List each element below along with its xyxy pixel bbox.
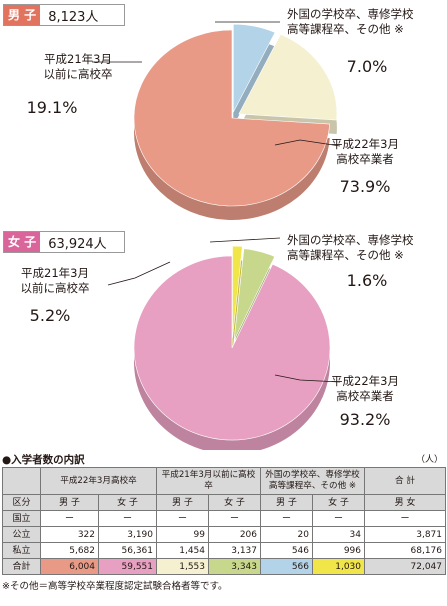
male-tag: 男 子 (4, 5, 41, 25)
male-value-grad: 73.9% (340, 177, 391, 196)
table-cell: 996 (312, 542, 365, 559)
table-cell: 322 (40, 526, 99, 543)
female-slice-before (233, 248, 276, 341)
table-cell: 6,004 (40, 558, 99, 575)
header-male: 男 子 (260, 494, 313, 511)
header-kubun: 区分 (2, 494, 41, 511)
female-slice-grad (133, 255, 331, 441)
male-label-before: 平成21年3月 (44, 52, 112, 66)
female-tag: 女 子 (4, 232, 41, 252)
header-female: 女 子 (98, 494, 157, 511)
table-cell: 59,551 (98, 558, 157, 575)
male-tag-box: 男 子 8,123人 (3, 4, 125, 26)
male-label-grad: 平成22年3月 (331, 137, 399, 151)
male-slice-before (238, 33, 338, 121)
row-label: 国立 (2, 510, 41, 527)
footnote: ※その他＝高等学校卒業程度認定試験合格者等です。 (2, 581, 228, 592)
table-unit: （人） (415, 455, 443, 465)
table-row: 私立 5,682 56,361 1,454 3,137 546 996 68,176 (2, 542, 446, 559)
table-cell: ー (260, 510, 313, 527)
female-label-before: 平成21年3月 (21, 266, 89, 280)
table-cell: 56,361 (98, 542, 157, 559)
header-blank (2, 467, 41, 495)
table-cell: ー (40, 510, 99, 527)
table-cell: 1,030 (312, 558, 365, 575)
table-cell: 206 (208, 526, 261, 543)
table-cell: 3,343 (208, 558, 261, 575)
female-tag-box: 女 子 63,924人 (3, 231, 125, 253)
table-cell: 99 (156, 526, 209, 543)
table-cell: 3,190 (98, 526, 157, 543)
table-cell: 72,047 (364, 558, 446, 575)
female-leader-line-other (209, 237, 281, 243)
table-cell: ー (98, 510, 157, 527)
table-title: ●入学者数の内訳 (2, 454, 85, 466)
female-leader-line-before (107, 261, 171, 286)
table-cell: ー (312, 510, 365, 527)
female-leader-line-grad (274, 374, 341, 383)
table-cell: 20 (260, 526, 313, 543)
female-pie-chart: 外国の学校卒、専修学校高等課程卒、その他 ※ 1.6% 平成21年3月以前に高校卒 5… (21, 233, 414, 450)
female-value-before: 5.2% (30, 306, 71, 325)
charts-canvas: 外国の学校卒、専修学校高等課程卒、その他 ※7.0%平成21年3月以前に高校卒1… (21, 7, 414, 450)
table-row: 公立 322 3,190 99 206 20 34 3,871 (2, 526, 446, 543)
male-slice-other (233, 23, 276, 113)
header-male: 男 子 (40, 494, 99, 511)
header-male: 男 子 (156, 494, 209, 511)
row-label: 合計 (2, 558, 41, 575)
header-group-2: 平成21年3月以前に高校卒 (156, 467, 261, 495)
header-both: 男 女 (364, 494, 446, 511)
male-label-grad: 高校卒業者 (336, 152, 394, 166)
table-cell: 68,176 (364, 542, 446, 559)
header-female: 女 子 (312, 494, 365, 511)
female-count: 63,924人 (48, 236, 107, 252)
header-group-total: 合 計 (364, 467, 446, 495)
table-cell: ー (364, 510, 446, 527)
female-value-grad: 93.2% (340, 410, 391, 429)
table-cell: 546 (260, 542, 313, 559)
male-label-other: 高等課程卒、その他 ※ (287, 22, 404, 36)
table-cell: 1,454 (156, 542, 209, 559)
male-label-before: 以前に高校卒 (44, 67, 113, 81)
female-label-before: 以前に高校卒 (21, 281, 90, 295)
female-label-grad: 平成22年3月 (331, 374, 399, 388)
table-cell: ー (208, 510, 261, 527)
header-group-1: 平成22年3月高校卒 (40, 467, 157, 495)
male-value-before: 19.1% (27, 98, 78, 117)
male-label-other: 外国の学校卒、専修学校 (287, 7, 414, 21)
male-leader-line-grad (274, 139, 341, 147)
table-row: 国立ーーーーーーー (2, 510, 446, 527)
breakdown-table-section: ●入学者数の内訳 （人） 平成22年3月高校卒 平成21年3月以前に高校卒 外国… (2, 453, 446, 592)
table-row: 合計 6,004 59,551 1,553 3,343 566 1,030 72,047 (2, 558, 446, 575)
female-value-other: 1.6% (347, 271, 388, 290)
table-cell: 5,682 (40, 542, 99, 559)
table-cell: 3,871 (364, 526, 446, 543)
table-cell: 34 (312, 526, 365, 543)
female-slice-other (232, 245, 243, 339)
row-label: 公立 (2, 526, 41, 543)
female-label-other: 外国の学校卒、専修学校 (287, 233, 414, 247)
male-count: 8,123人 (48, 9, 99, 25)
female-label-grad: 高校卒業者 (336, 389, 394, 403)
male-slice-grad (133, 29, 331, 207)
table-cell: 3,137 (208, 542, 261, 559)
female-label-other: 高等課程卒、その他 ※ (287, 248, 404, 262)
male-value-other: 7.0% (347, 57, 388, 76)
table-cell: 566 (260, 558, 313, 575)
male-pie-chart: 外国の学校卒、専修学校高等課程卒、その他 ※ 7.0% 平成21年3月以前に高校卒 1… (27, 7, 414, 220)
table-cell: 1,553 (156, 558, 209, 575)
breakdown-table: 平成22年3月高校卒 平成21年3月以前に高校卒 外国の学校卒、専修学校高等課程… (2, 467, 446, 575)
table-cell: ー (156, 510, 209, 527)
header-female: 女 子 (208, 494, 261, 511)
row-label: 私立 (2, 542, 41, 559)
header-group-3: 外国の学校卒、専修学校高等課程卒、その他 ※ (260, 467, 365, 495)
